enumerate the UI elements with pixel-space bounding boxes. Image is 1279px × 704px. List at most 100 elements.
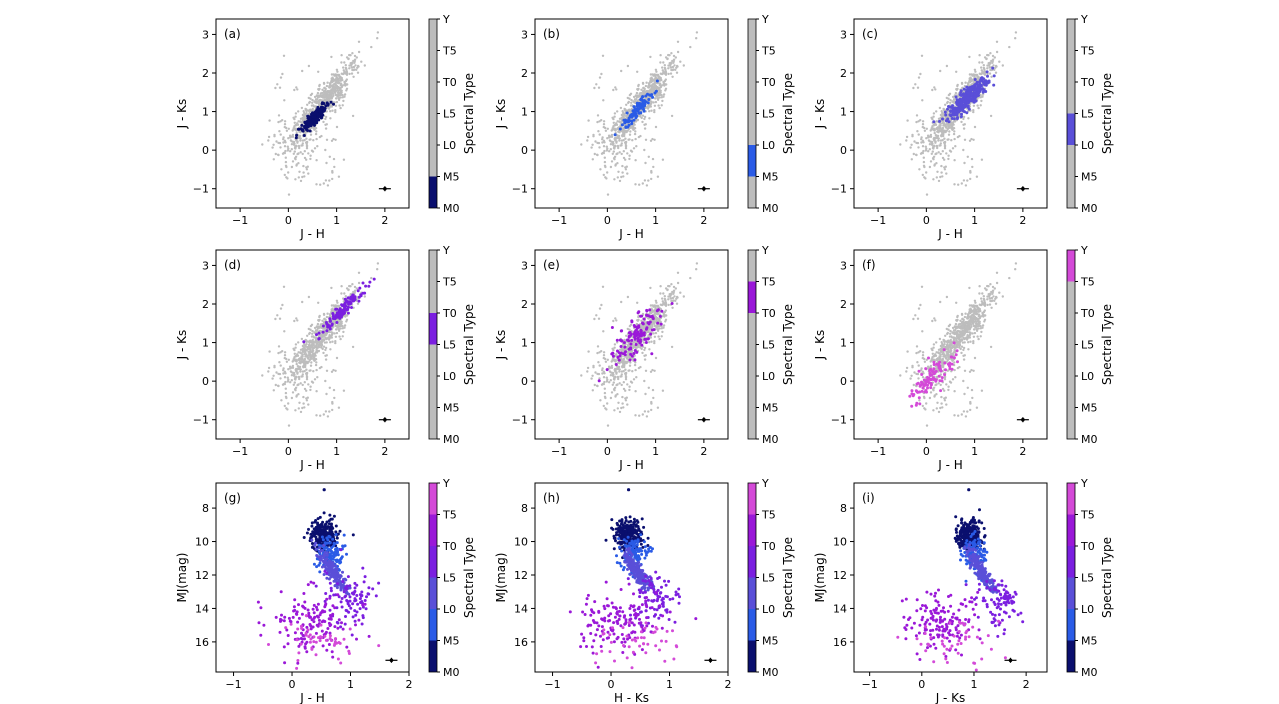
data-point xyxy=(280,399,283,402)
data-point xyxy=(295,362,298,366)
x-axis-label: J - H xyxy=(618,227,644,241)
data-point xyxy=(327,90,331,93)
data-point xyxy=(937,151,940,154)
data-point xyxy=(303,131,306,135)
data-point xyxy=(288,134,292,137)
data-point xyxy=(932,128,935,131)
data-point xyxy=(971,86,975,89)
data-point xyxy=(920,138,923,141)
data-point xyxy=(330,304,334,307)
points-b xyxy=(580,31,699,196)
data-point xyxy=(628,351,631,354)
data-point xyxy=(273,135,276,138)
data-point xyxy=(340,54,343,57)
data-point xyxy=(292,347,295,350)
data-point xyxy=(329,341,332,344)
data-point xyxy=(328,386,331,389)
data-point xyxy=(663,71,666,75)
data-point xyxy=(303,342,306,346)
data-point xyxy=(309,369,312,372)
data-point xyxy=(326,312,329,315)
data-point xyxy=(306,334,309,337)
data-point xyxy=(1014,31,1018,34)
data-point xyxy=(331,177,334,181)
colorbar-tick-label: M5 xyxy=(443,402,460,415)
data-point xyxy=(370,276,373,280)
data-point xyxy=(967,86,971,90)
panel-label: (b) xyxy=(543,27,560,41)
data-point xyxy=(291,160,295,163)
data-point xyxy=(947,157,950,161)
data-point xyxy=(315,337,318,341)
data-point xyxy=(308,129,312,133)
data-point xyxy=(658,82,662,85)
data-point xyxy=(646,101,650,105)
data-point xyxy=(318,341,321,344)
data-point xyxy=(675,295,679,299)
colorbar-band xyxy=(429,313,437,345)
data-point xyxy=(682,64,685,67)
data-point xyxy=(611,128,614,131)
data-point xyxy=(294,136,298,140)
data-point xyxy=(941,128,944,131)
colorbar-tick-label: L0 xyxy=(762,139,775,152)
data-point xyxy=(324,348,327,352)
data-point xyxy=(963,93,967,97)
data-point xyxy=(951,100,954,103)
data-point xyxy=(669,72,673,75)
data-point xyxy=(301,373,304,376)
data-point xyxy=(325,369,329,372)
data-point xyxy=(291,366,295,369)
data-point xyxy=(626,172,629,175)
data-point xyxy=(959,115,963,119)
data-point xyxy=(305,137,308,140)
data-point xyxy=(299,357,302,360)
data-point xyxy=(296,140,299,143)
data-point xyxy=(938,119,941,123)
data-point xyxy=(955,88,958,91)
data-point xyxy=(309,108,312,111)
data-point xyxy=(337,79,340,83)
data-point xyxy=(306,116,310,120)
data-point xyxy=(297,393,300,396)
data-point xyxy=(661,99,664,103)
data-point xyxy=(624,158,627,161)
data-point xyxy=(925,147,928,150)
data-point xyxy=(302,164,305,168)
data-point xyxy=(919,72,922,76)
colorbar-tick-label: T5 xyxy=(442,276,457,289)
data-point xyxy=(944,113,948,117)
data-point xyxy=(971,74,974,77)
data-point xyxy=(992,64,995,67)
data-point xyxy=(980,99,983,103)
data-point xyxy=(322,312,326,316)
data-point xyxy=(353,291,356,294)
data-point xyxy=(332,388,336,392)
data-point xyxy=(322,345,326,348)
y-axis-label: J - Ks xyxy=(175,330,189,361)
data-point xyxy=(337,98,341,102)
data-point xyxy=(305,375,309,378)
y-axis-label: J - Ks xyxy=(813,99,827,130)
data-point xyxy=(341,84,344,87)
data-point xyxy=(649,139,653,142)
data-point xyxy=(930,143,934,146)
data-point xyxy=(344,71,347,75)
data-point xyxy=(981,95,984,98)
data-point xyxy=(309,133,313,136)
data-point xyxy=(672,60,675,63)
data-point xyxy=(651,95,655,99)
data-point xyxy=(630,101,633,105)
data-point xyxy=(977,91,980,95)
data-point xyxy=(943,168,947,171)
data-point xyxy=(920,151,924,155)
data-point xyxy=(949,101,952,105)
data-point xyxy=(305,168,309,171)
data-point xyxy=(962,123,965,127)
data-point xyxy=(334,104,338,108)
data-point xyxy=(987,64,991,67)
y-tick-label: −1 xyxy=(831,183,847,196)
data-point xyxy=(289,381,292,384)
colorbar-tick-label: M5 xyxy=(443,171,460,184)
data-point xyxy=(312,343,315,347)
